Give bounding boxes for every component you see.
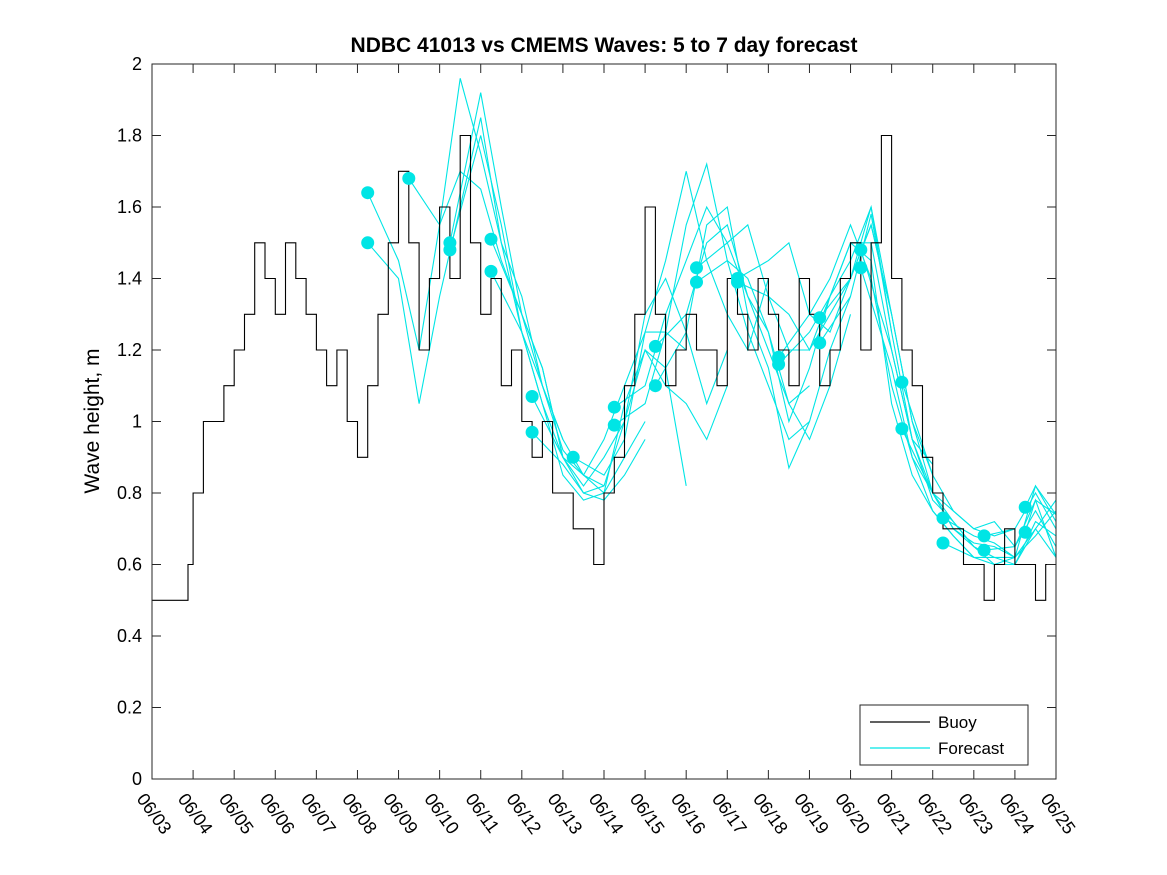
forecast-line-31 xyxy=(1024,498,1056,558)
x-tick-label: 06/18 xyxy=(749,790,792,838)
x-tick-label: 06/13 xyxy=(544,790,587,838)
forecast-marker xyxy=(1018,525,1032,539)
forecast-line-26 xyxy=(942,484,1056,559)
forecast-marker xyxy=(525,425,539,439)
forecast-marker xyxy=(361,186,375,200)
x-tick-label: 06/17 xyxy=(708,790,751,838)
y-tick-label: 1 xyxy=(132,412,142,432)
forecast-line-9 xyxy=(572,171,769,476)
forecast-line-24 xyxy=(901,382,1056,548)
forecast-marker xyxy=(484,264,498,278)
forecast-marker xyxy=(607,418,621,432)
y-axis-label: Wave height, m xyxy=(81,348,104,493)
legend-box xyxy=(859,704,1029,766)
y-tick-label: 2 xyxy=(132,54,142,74)
forecast-marker xyxy=(977,529,991,543)
x-tick-label: 06/20 xyxy=(831,790,874,838)
forecast-marker xyxy=(607,400,621,414)
x-tick-label: 06/24 xyxy=(996,790,1039,838)
plot-frame xyxy=(151,63,1057,780)
x-tick-label: 06/21 xyxy=(872,790,915,838)
x-tick-label: 06/10 xyxy=(420,790,463,838)
forecast-marker xyxy=(484,232,498,246)
forecast-line-2 xyxy=(408,78,605,487)
forecast-marker xyxy=(772,357,786,371)
y-tick-label: 0.8 xyxy=(117,483,142,503)
x-tick-label: 06/16 xyxy=(667,790,710,838)
x-tick-label: 06/19 xyxy=(790,790,833,838)
legend: Buoy Forecast xyxy=(859,704,1029,766)
forecast-marker xyxy=(648,339,662,353)
forecast-marker xyxy=(813,311,827,325)
x-tick-label: 06/11 xyxy=(461,790,503,837)
x-tick-label: 06/06 xyxy=(256,790,299,838)
forecast-line-15 xyxy=(696,204,893,424)
forecast-marker xyxy=(895,422,909,436)
x-tick-label: 06/05 xyxy=(215,790,258,838)
forecast-line-4 xyxy=(449,135,646,501)
forecast-marker xyxy=(648,379,662,393)
forecast-marker xyxy=(977,543,991,557)
x-tick-label: 06/23 xyxy=(955,790,998,838)
legend-label-forecast: Forecast xyxy=(938,739,1004,758)
forecast-marker xyxy=(936,536,950,550)
forecast-marker xyxy=(443,243,457,257)
x-tick-label: 06/12 xyxy=(503,790,546,838)
forecast-marker xyxy=(690,275,703,289)
y-tick-label: 0.6 xyxy=(117,555,142,575)
forecast-marker xyxy=(895,375,909,389)
x-tick-label: 06/09 xyxy=(379,790,422,838)
forecast-marker xyxy=(525,390,539,403)
x-tick-label: 06/14 xyxy=(585,790,628,838)
y-tick-label: 1.4 xyxy=(117,269,142,289)
forecast-marker xyxy=(731,275,744,289)
forecast-marker xyxy=(936,511,950,525)
legend-label-buoy: Buoy xyxy=(938,713,977,732)
forecast-line-5 xyxy=(490,238,687,477)
forecast-marker xyxy=(361,236,375,250)
forecast-line-20 xyxy=(819,206,1016,537)
y-tick-label: 0.4 xyxy=(117,626,142,646)
y-tick-label: 1.6 xyxy=(117,197,142,217)
forecast-marker xyxy=(690,261,703,275)
forecast-marker xyxy=(566,450,580,464)
chart-title: NDBC 41013 vs CMEMS Waves: 5 to 7 day fo… xyxy=(351,34,858,57)
forecast-marker xyxy=(854,243,868,257)
buoy-line xyxy=(152,134,1056,601)
x-tick-label: 06/03 xyxy=(133,790,176,838)
y-tick-label: 1.8 xyxy=(117,126,142,146)
forecast-line-30 xyxy=(1024,484,1056,515)
forecast-marker xyxy=(813,336,827,350)
forecast-line-1 xyxy=(367,170,564,458)
forecast-line-6 xyxy=(490,271,687,487)
x-tick-label: 06/08 xyxy=(338,790,381,838)
y-tick-label: 0.2 xyxy=(117,698,142,718)
x-tick-label: 06/04 xyxy=(174,790,217,838)
forecast-line-18 xyxy=(778,223,975,548)
forecast-line-3 xyxy=(449,92,646,501)
y-tick-label: 1.2 xyxy=(117,340,142,360)
x-tick-label: 06/15 xyxy=(626,790,669,838)
forecast-line-11 xyxy=(613,162,810,441)
x-tick-label: 06/22 xyxy=(913,790,956,838)
y-tick-label: 0 xyxy=(132,769,142,789)
forecast-marker xyxy=(854,261,868,275)
forecast-marker xyxy=(1018,500,1032,514)
x-tick-label: 06/07 xyxy=(297,790,340,838)
x-tick-label: 06/25 xyxy=(1037,790,1080,838)
series-layer xyxy=(152,78,1056,601)
forecast-marker xyxy=(402,171,416,185)
